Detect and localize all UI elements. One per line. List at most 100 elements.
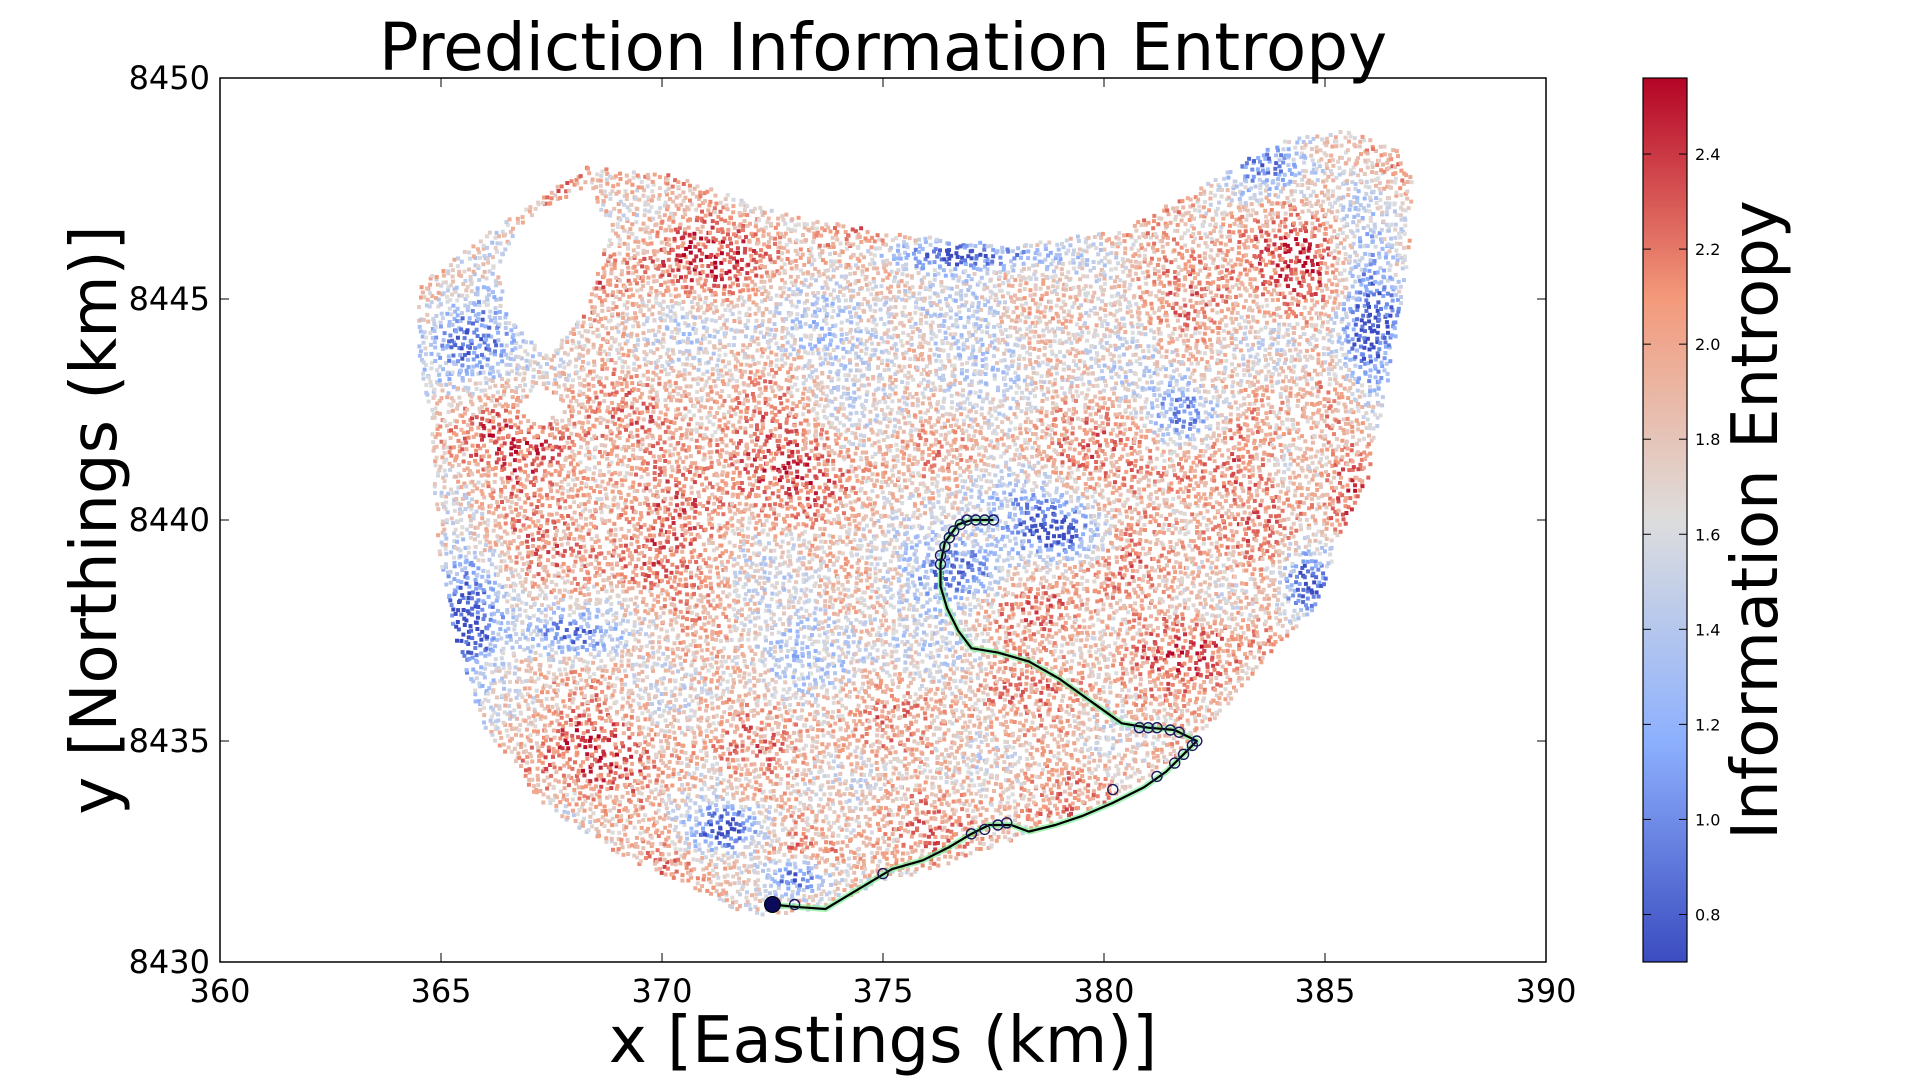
scatter-point — [527, 777, 532, 782]
scatter-point — [572, 691, 577, 696]
scatter-point — [647, 589, 652, 594]
scatter-point — [519, 505, 523, 510]
scatter-point — [484, 346, 489, 351]
scatter-point — [486, 461, 491, 465]
scatter-point — [578, 186, 583, 191]
scatter-point — [626, 365, 631, 370]
scatter-point — [642, 523, 647, 527]
scatter-point — [561, 724, 566, 729]
scatter-point — [476, 312, 481, 317]
scatter-point — [671, 351, 676, 356]
scatter-point — [491, 425, 496, 430]
scatter-point — [614, 231, 618, 236]
scatter-point — [586, 670, 591, 675]
scatter-point — [694, 327, 699, 332]
scatter-point — [697, 847, 702, 852]
scatter-point — [477, 343, 482, 348]
scatter-point — [535, 712, 540, 717]
scatter-point — [660, 344, 665, 349]
scatter-point — [621, 696, 625, 701]
scatter-point — [694, 218, 699, 223]
scatter-point — [578, 512, 583, 517]
scatter-point — [678, 253, 683, 258]
scatter-point — [638, 380, 643, 385]
scatter-point — [479, 365, 484, 370]
scatter-point — [536, 676, 541, 681]
scatter-point — [494, 297, 499, 302]
scatter-point — [699, 690, 704, 695]
scatter-point — [436, 290, 441, 295]
scatter-point — [644, 544, 649, 549]
scatter-point — [485, 533, 489, 538]
scatter-point — [682, 787, 687, 792]
scatter-point — [662, 857, 667, 862]
chart-title: Prediction Information Entropy — [379, 9, 1387, 86]
scatter-point — [662, 842, 667, 847]
scatter-point — [622, 241, 627, 246]
scatter-point — [697, 358, 702, 363]
scatter-point — [699, 341, 704, 346]
scatter-point — [595, 172, 600, 177]
scatter-point — [537, 375, 542, 380]
scatter-point — [624, 384, 629, 389]
scatter-point — [581, 628, 586, 633]
scatter-point — [535, 698, 540, 703]
scatter-point — [696, 450, 701, 455]
scatter-point — [612, 206, 617, 211]
scatter-point — [490, 419, 495, 424]
scatter-point — [663, 825, 668, 830]
scatter-point — [638, 531, 643, 536]
scatter-point — [529, 666, 534, 671]
scatter-point — [525, 614, 530, 619]
scatter-point — [540, 760, 545, 765]
scatter-point — [646, 773, 651, 778]
scatter-point — [640, 711, 645, 716]
scatter-point — [673, 178, 678, 183]
scatter-point — [586, 361, 591, 366]
scatter-point — [672, 336, 677, 340]
scatter-point — [541, 356, 546, 360]
scatter-point — [628, 703, 633, 708]
scatter-point — [504, 564, 509, 569]
scatter-point — [630, 505, 635, 510]
scatter-point — [562, 383, 567, 388]
scatter-point — [517, 384, 522, 388]
scatter-point — [625, 808, 630, 813]
scatter-point — [615, 710, 620, 714]
scatter-point — [684, 246, 689, 251]
scatter-point — [442, 418, 447, 423]
scatter-point — [631, 632, 636, 637]
scatter-point — [635, 321, 640, 326]
scatter-point — [490, 496, 495, 500]
scatter-point — [621, 316, 626, 320]
scatter-point — [581, 476, 586, 480]
scatter-point — [526, 554, 531, 559]
scatter-point — [469, 394, 474, 399]
scatter-point — [435, 282, 440, 287]
scatter-point — [668, 315, 673, 320]
scatter-point — [585, 756, 590, 761]
scatter-point — [441, 291, 446, 296]
scatter-point — [582, 593, 587, 597]
scatter-point — [580, 702, 585, 707]
scatter-point — [582, 816, 586, 821]
scatter-point — [689, 285, 694, 290]
scatter-point — [694, 469, 699, 473]
scatter-point — [464, 618, 469, 623]
scatter-point — [544, 569, 549, 574]
scatter-point — [670, 304, 675, 309]
scatter-point — [487, 686, 492, 691]
scatter-point — [655, 234, 660, 239]
scatter-point — [549, 365, 554, 370]
scatter-point — [565, 541, 570, 546]
scatter-point — [608, 532, 613, 537]
scatter-point — [462, 353, 467, 357]
scatter-point — [608, 318, 613, 323]
scatter-point — [578, 470, 583, 475]
scatter-point — [591, 369, 596, 374]
scatter-point — [600, 367, 605, 371]
scatter-point — [623, 613, 628, 617]
scatter-point — [664, 738, 669, 743]
scatter-point — [674, 869, 679, 874]
scatter-point — [584, 720, 589, 725]
